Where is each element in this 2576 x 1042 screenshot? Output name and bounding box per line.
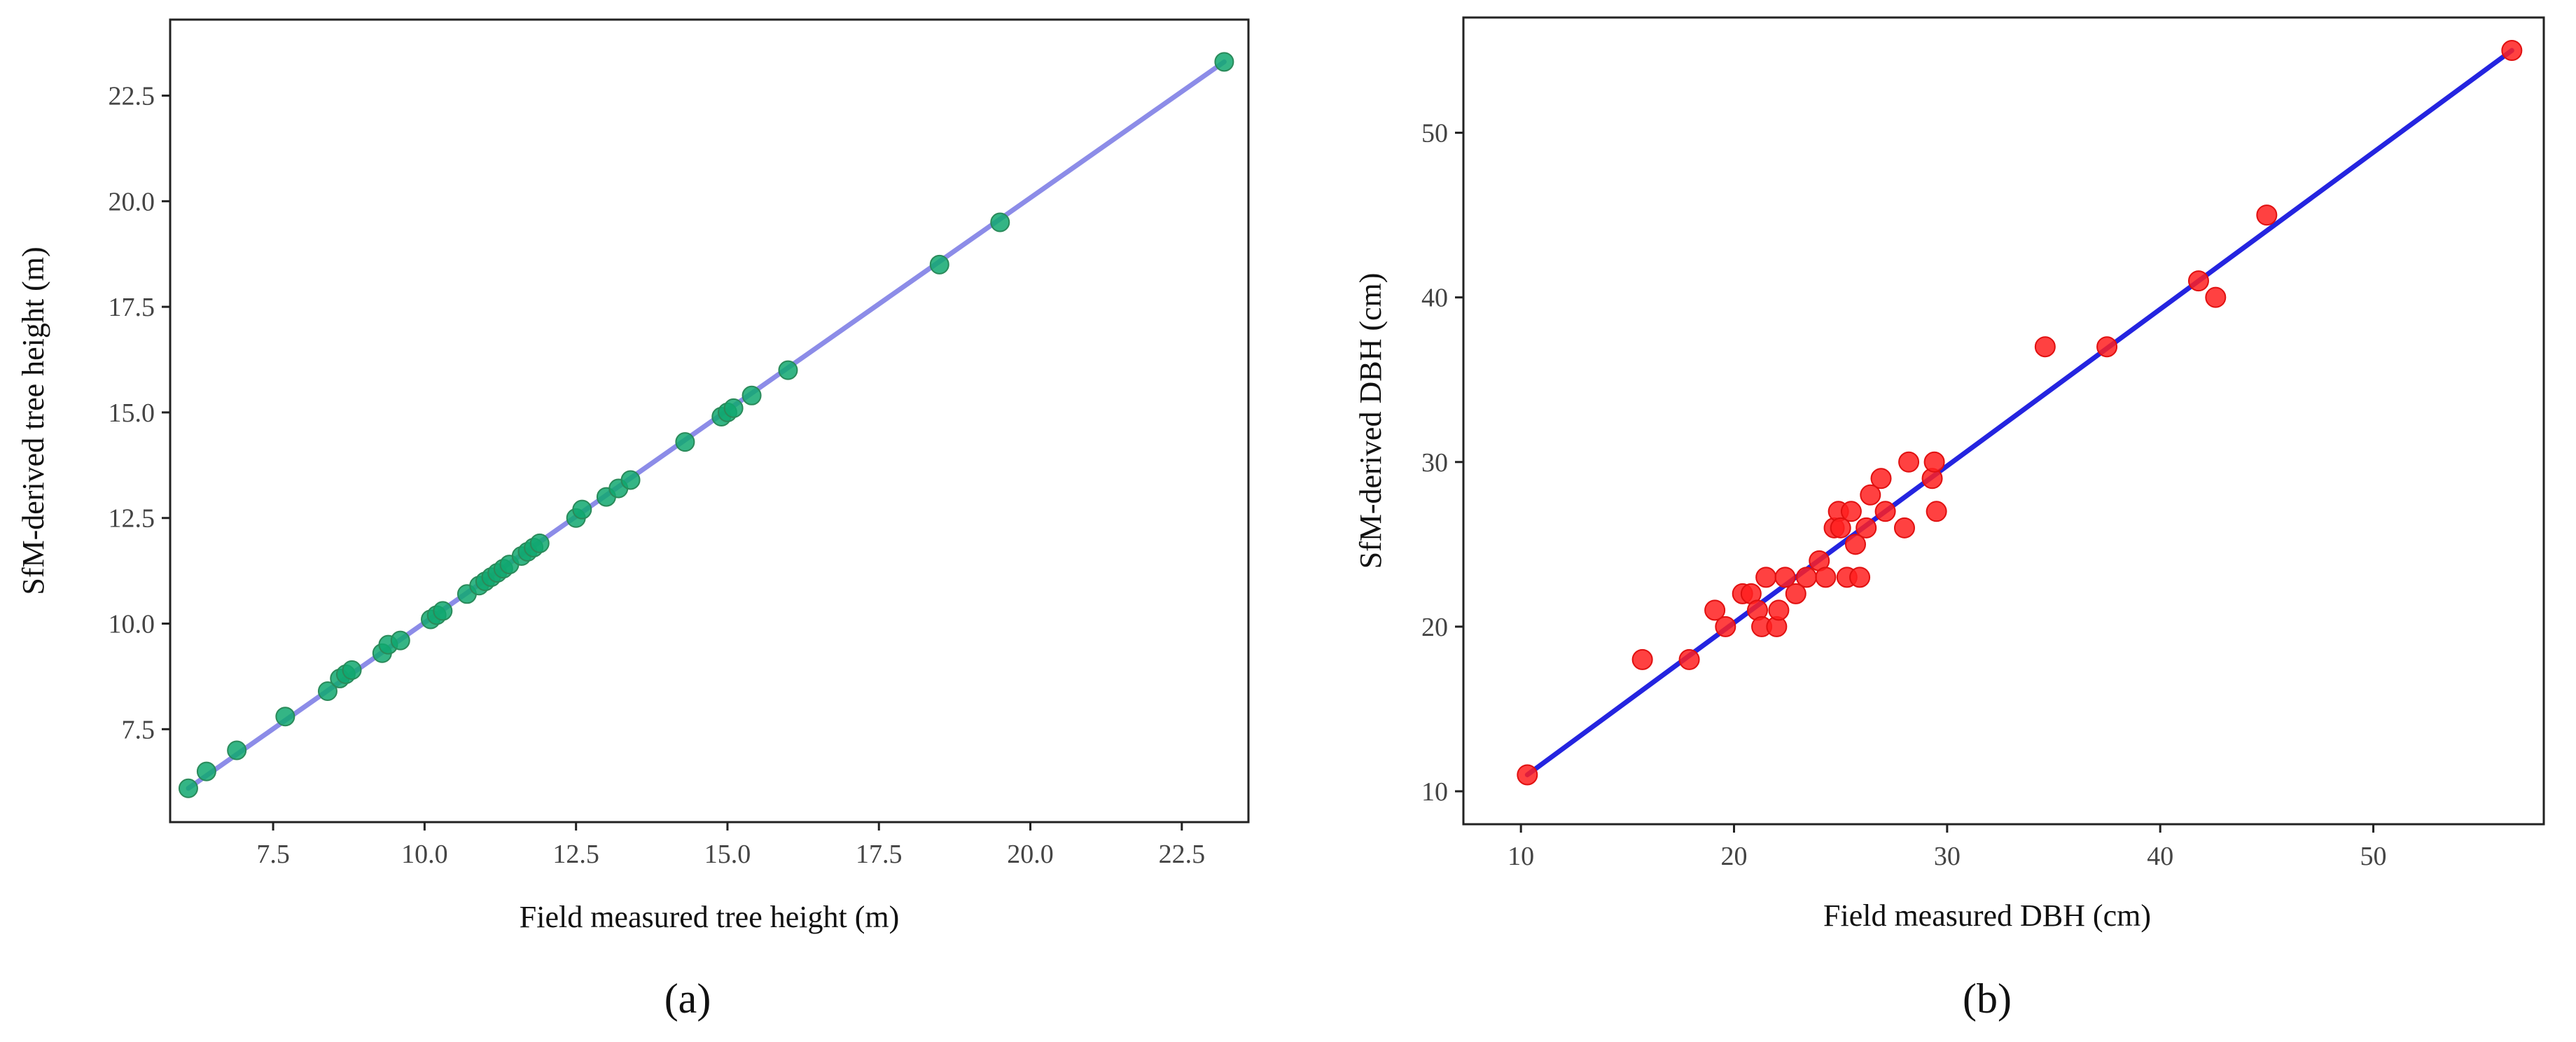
x-tick-label: 30 [1934, 842, 1961, 871]
data-point [620, 470, 641, 490]
data-point [2256, 204, 2278, 226]
data-point [1849, 567, 1871, 588]
y-tick-label: 7.5 [122, 715, 155, 744]
data-point [990, 212, 1010, 232]
data-point [1755, 567, 1777, 588]
scatter-points-b [1517, 40, 2523, 786]
data-point [1844, 534, 1866, 555]
panel-b: 10 20 30 40 50 10 20 30 40 50 Field measured DBH … [1353, 16, 2545, 1022]
y-tick-label: 20 [1421, 613, 1448, 642]
data-point [1893, 517, 1915, 539]
data-point [1815, 567, 1837, 588]
scatter-points-a [178, 52, 1234, 798]
data-point [529, 533, 550, 553]
data-point [227, 740, 247, 760]
data-point [1785, 583, 1806, 604]
data-point [1840, 501, 1862, 522]
y-tick-label: 20.0 [109, 187, 155, 216]
data-point [675, 432, 695, 452]
data-point [742, 385, 762, 405]
y-axis-label-b: SfM-derived DBH (cm) [1353, 273, 1388, 569]
x-tick-label: 10 [1508, 842, 1534, 871]
y-tick-label: 10.0 [109, 610, 155, 639]
data-point [1856, 517, 1877, 539]
y-tick-label: 40 [1421, 284, 1448, 313]
data-point [2501, 40, 2523, 62]
y-tick-label: 10 [1421, 777, 1448, 807]
data-point [2205, 286, 2227, 308]
data-point [1870, 468, 1892, 489]
plot-frame-a [169, 18, 1250, 824]
data-point [1768, 599, 1790, 621]
x-tick-label: 20.0 [1007, 840, 1054, 869]
panel-a: 7.5 10.0 12.5 15.0 17.5 20.0 22.5 7.5 10.0 12.5 15… [16, 18, 1250, 1022]
data-point [317, 681, 337, 702]
x-axis-label-a: Field measured tree height (m) [520, 900, 899, 934]
data-point [1830, 517, 1851, 539]
data-point [275, 707, 295, 727]
y-tick-label: 50 [1421, 119, 1448, 148]
regression-line [1524, 48, 2514, 777]
data-point [342, 660, 362, 680]
panel-label-b: (b) [1963, 975, 2012, 1022]
data-point [433, 601, 453, 621]
data-point [929, 254, 949, 275]
data-point [2187, 270, 2209, 292]
data-point [1774, 567, 1796, 588]
plot-frame-b [1462, 16, 2545, 826]
x-tick-label: 40 [2147, 842, 2173, 871]
ticks-b: 10 20 30 40 50 10 20 30 40 50 [1421, 119, 2387, 871]
y-tick-label: 17.5 [109, 293, 155, 322]
ticks-a: 7.5 10.0 12.5 15.0 17.5 20.0 22.5 7.5 10.0 12.5 15… [109, 82, 1206, 869]
data-point [1898, 451, 1920, 473]
x-tick-label: 12.5 [552, 840, 599, 869]
data-point [1631, 648, 1653, 670]
fit-line-b [1524, 48, 2514, 777]
data-point [1678, 648, 1700, 670]
data-point [1715, 616, 1736, 637]
data-point [196, 761, 216, 782]
y-tick-label: 30 [1421, 448, 1448, 478]
y-tick-label: 12.5 [109, 504, 155, 534]
data-point [1860, 484, 1881, 506]
x-tick-label: 17.5 [856, 840, 903, 869]
x-tick-label: 10.0 [401, 840, 448, 869]
y-tick-label: 22.5 [109, 82, 155, 111]
data-point [1517, 764, 1538, 786]
data-point [1214, 52, 1234, 72]
x-tick-label: 7.5 [256, 840, 290, 869]
x-tick-label: 22.5 [1159, 840, 1206, 869]
data-point [2034, 336, 2056, 358]
data-point [1795, 567, 1817, 588]
data-point [1874, 501, 1896, 522]
y-axis-label-a: SfM-derived tree height (m) [16, 246, 50, 595]
data-point [1923, 451, 1945, 473]
y-tick-label: 15.0 [109, 398, 155, 428]
x-tick-label: 20 [1721, 842, 1748, 871]
data-point [390, 630, 410, 651]
x-tick-label: 15.0 [704, 840, 751, 869]
x-tick-label: 50 [2360, 842, 2387, 871]
x-axis-label-b: Field measured DBH (cm) [1823, 898, 2151, 933]
data-point [723, 398, 744, 418]
data-point [2096, 336, 2118, 358]
data-point [572, 499, 592, 520]
panel-label-a: (a) [664, 975, 711, 1022]
data-point [178, 778, 198, 798]
data-point [1926, 501, 1947, 522]
data-point [778, 360, 798, 380]
data-point [1704, 599, 1726, 621]
